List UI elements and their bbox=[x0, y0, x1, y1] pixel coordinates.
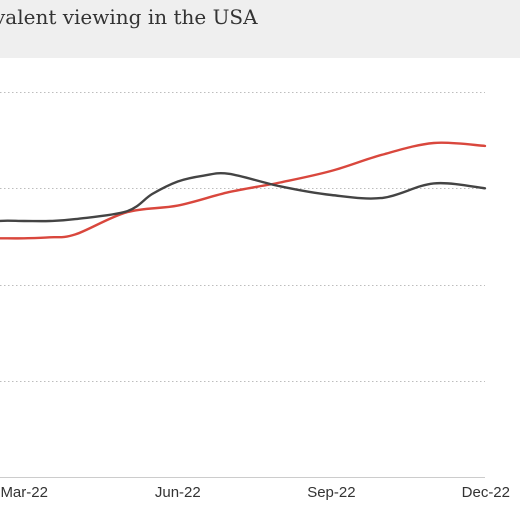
series-lines bbox=[0, 141, 487, 240]
series-line-1 bbox=[0, 141, 487, 240]
x-tick-label-mar-22: Mar-22 bbox=[0, 484, 48, 501]
x-tick-labels: Mar-22 Jun-22 Sep-22 Dec-22 bbox=[0, 484, 510, 501]
x-tick-label-jun-22: Jun-22 bbox=[155, 484, 201, 501]
series-line-2 bbox=[0, 171, 487, 223]
x-tick-label-sep-22: Sep-22 bbox=[307, 484, 355, 501]
chart-header: valent viewing in the USA bbox=[0, 0, 520, 58]
chart-title: valent viewing in the USA bbox=[0, 5, 258, 29]
x-tick-label-dec-22: Dec-22 bbox=[462, 484, 510, 501]
gridlines bbox=[0, 92, 485, 382]
